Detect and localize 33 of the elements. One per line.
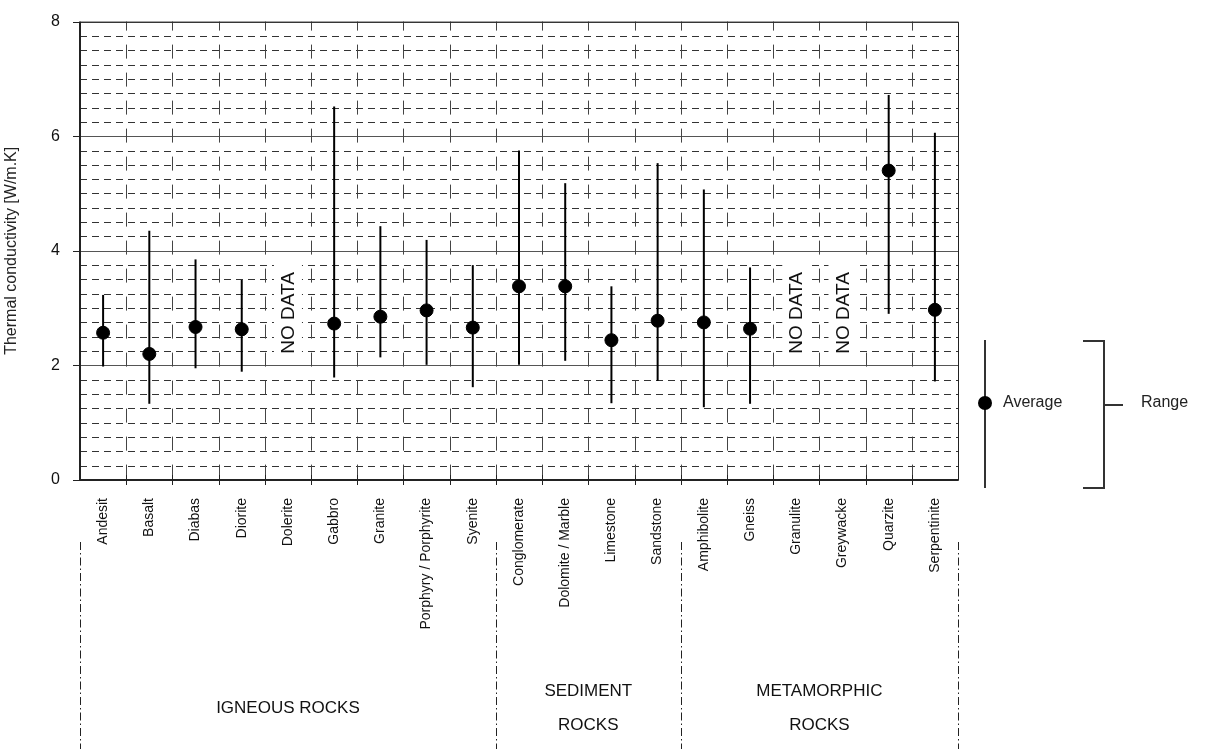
annotation: NO DATA <box>277 271 299 354</box>
x-tick-label: Dolerite <box>278 497 295 547</box>
y-tick-label: 2 <box>51 355 61 373</box>
x-tick-label: Conglomerate <box>509 497 526 586</box>
y-tick-label: 6 <box>51 126 61 144</box>
x-tick-label: Gneiss <box>740 498 757 542</box>
y-tick-label: 4 <box>51 241 61 259</box>
x-tick-label: Andesit <box>93 497 110 545</box>
annotation: NO DATA <box>785 271 807 354</box>
x-tick-label: Quarzite <box>879 497 896 551</box>
text: SEDIMENT ROCKS <box>544 680 633 734</box>
x-tick-label: Syenite <box>463 497 480 545</box>
x-tick-label: Dolomite / Marble <box>556 497 573 608</box>
x-tick-label: Granulite <box>787 497 804 555</box>
y-tick-label: 8 <box>51 12 61 30</box>
x-tick-label: Sandstone <box>648 497 665 565</box>
x-tick-label: Basalt <box>140 497 157 537</box>
legend-label: Average <box>1003 393 1063 411</box>
x-tick-label: Amphibolite <box>694 497 711 572</box>
x-tick-label: Diorite <box>232 497 249 539</box>
annotation: NO DATA <box>831 271 853 354</box>
y-axis-title: Thermal conductivity [W/m.K] <box>2 146 20 355</box>
x-tick-label: Granite <box>371 497 388 544</box>
x-tick-label: Limestone <box>602 497 619 563</box>
x-tick-label: Diabas <box>186 498 203 542</box>
x-tick-label: Gabbro <box>325 497 342 545</box>
x-tick-label: Greywacke <box>833 497 850 569</box>
text: Range <box>1141 393 1189 411</box>
x-tick-label: Porphyry / Porphyrite <box>417 497 434 630</box>
y-tick-label: 0 <box>51 470 61 488</box>
x-tick-label: Serpentinite <box>925 497 942 573</box>
text: IGNEOUS ROCKS <box>216 697 360 717</box>
text: METAMORPHIC ROCKS <box>756 680 883 734</box>
